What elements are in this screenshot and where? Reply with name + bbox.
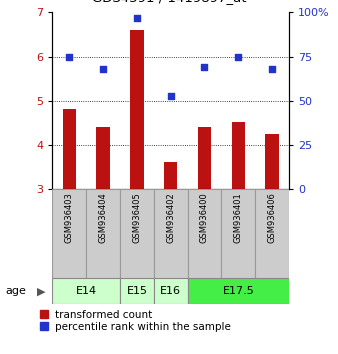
- Bar: [63, 109, 76, 189]
- Bar: [232, 122, 245, 189]
- Legend: transformed count, percentile rank within the sample: transformed count, percentile rank withi…: [41, 310, 231, 332]
- Point: [168, 93, 173, 98]
- Text: age: age: [5, 286, 26, 296]
- Bar: [96, 127, 110, 189]
- Point: [100, 66, 106, 72]
- Bar: [130, 30, 144, 189]
- Point: [269, 66, 275, 72]
- Bar: [52, 278, 120, 304]
- Text: GSM936400: GSM936400: [200, 192, 209, 243]
- Bar: [255, 189, 289, 278]
- Text: E15: E15: [126, 286, 147, 296]
- Text: GSM936403: GSM936403: [65, 192, 74, 243]
- Text: GSM936404: GSM936404: [99, 192, 107, 243]
- Bar: [265, 134, 279, 189]
- Bar: [120, 278, 154, 304]
- Bar: [86, 189, 120, 278]
- Bar: [154, 278, 188, 304]
- Text: GSM936401: GSM936401: [234, 192, 243, 243]
- Point: [67, 54, 72, 59]
- Bar: [154, 189, 188, 278]
- Bar: [120, 189, 154, 278]
- Bar: [221, 189, 255, 278]
- Text: GSM936405: GSM936405: [132, 192, 141, 243]
- Bar: [52, 189, 86, 278]
- Bar: [198, 127, 211, 189]
- Point: [202, 64, 207, 70]
- Bar: [164, 162, 177, 189]
- Text: GSM936402: GSM936402: [166, 192, 175, 243]
- Text: E17.5: E17.5: [222, 286, 254, 296]
- Text: GDS4591 / 1419897_at: GDS4591 / 1419897_at: [92, 0, 246, 4]
- Bar: [188, 278, 289, 304]
- Text: E16: E16: [160, 286, 181, 296]
- Text: E14: E14: [76, 286, 97, 296]
- Bar: [188, 189, 221, 278]
- Text: GSM936406: GSM936406: [268, 192, 276, 243]
- Point: [134, 15, 140, 21]
- Text: ▶: ▶: [37, 286, 46, 296]
- Point: [236, 54, 241, 59]
